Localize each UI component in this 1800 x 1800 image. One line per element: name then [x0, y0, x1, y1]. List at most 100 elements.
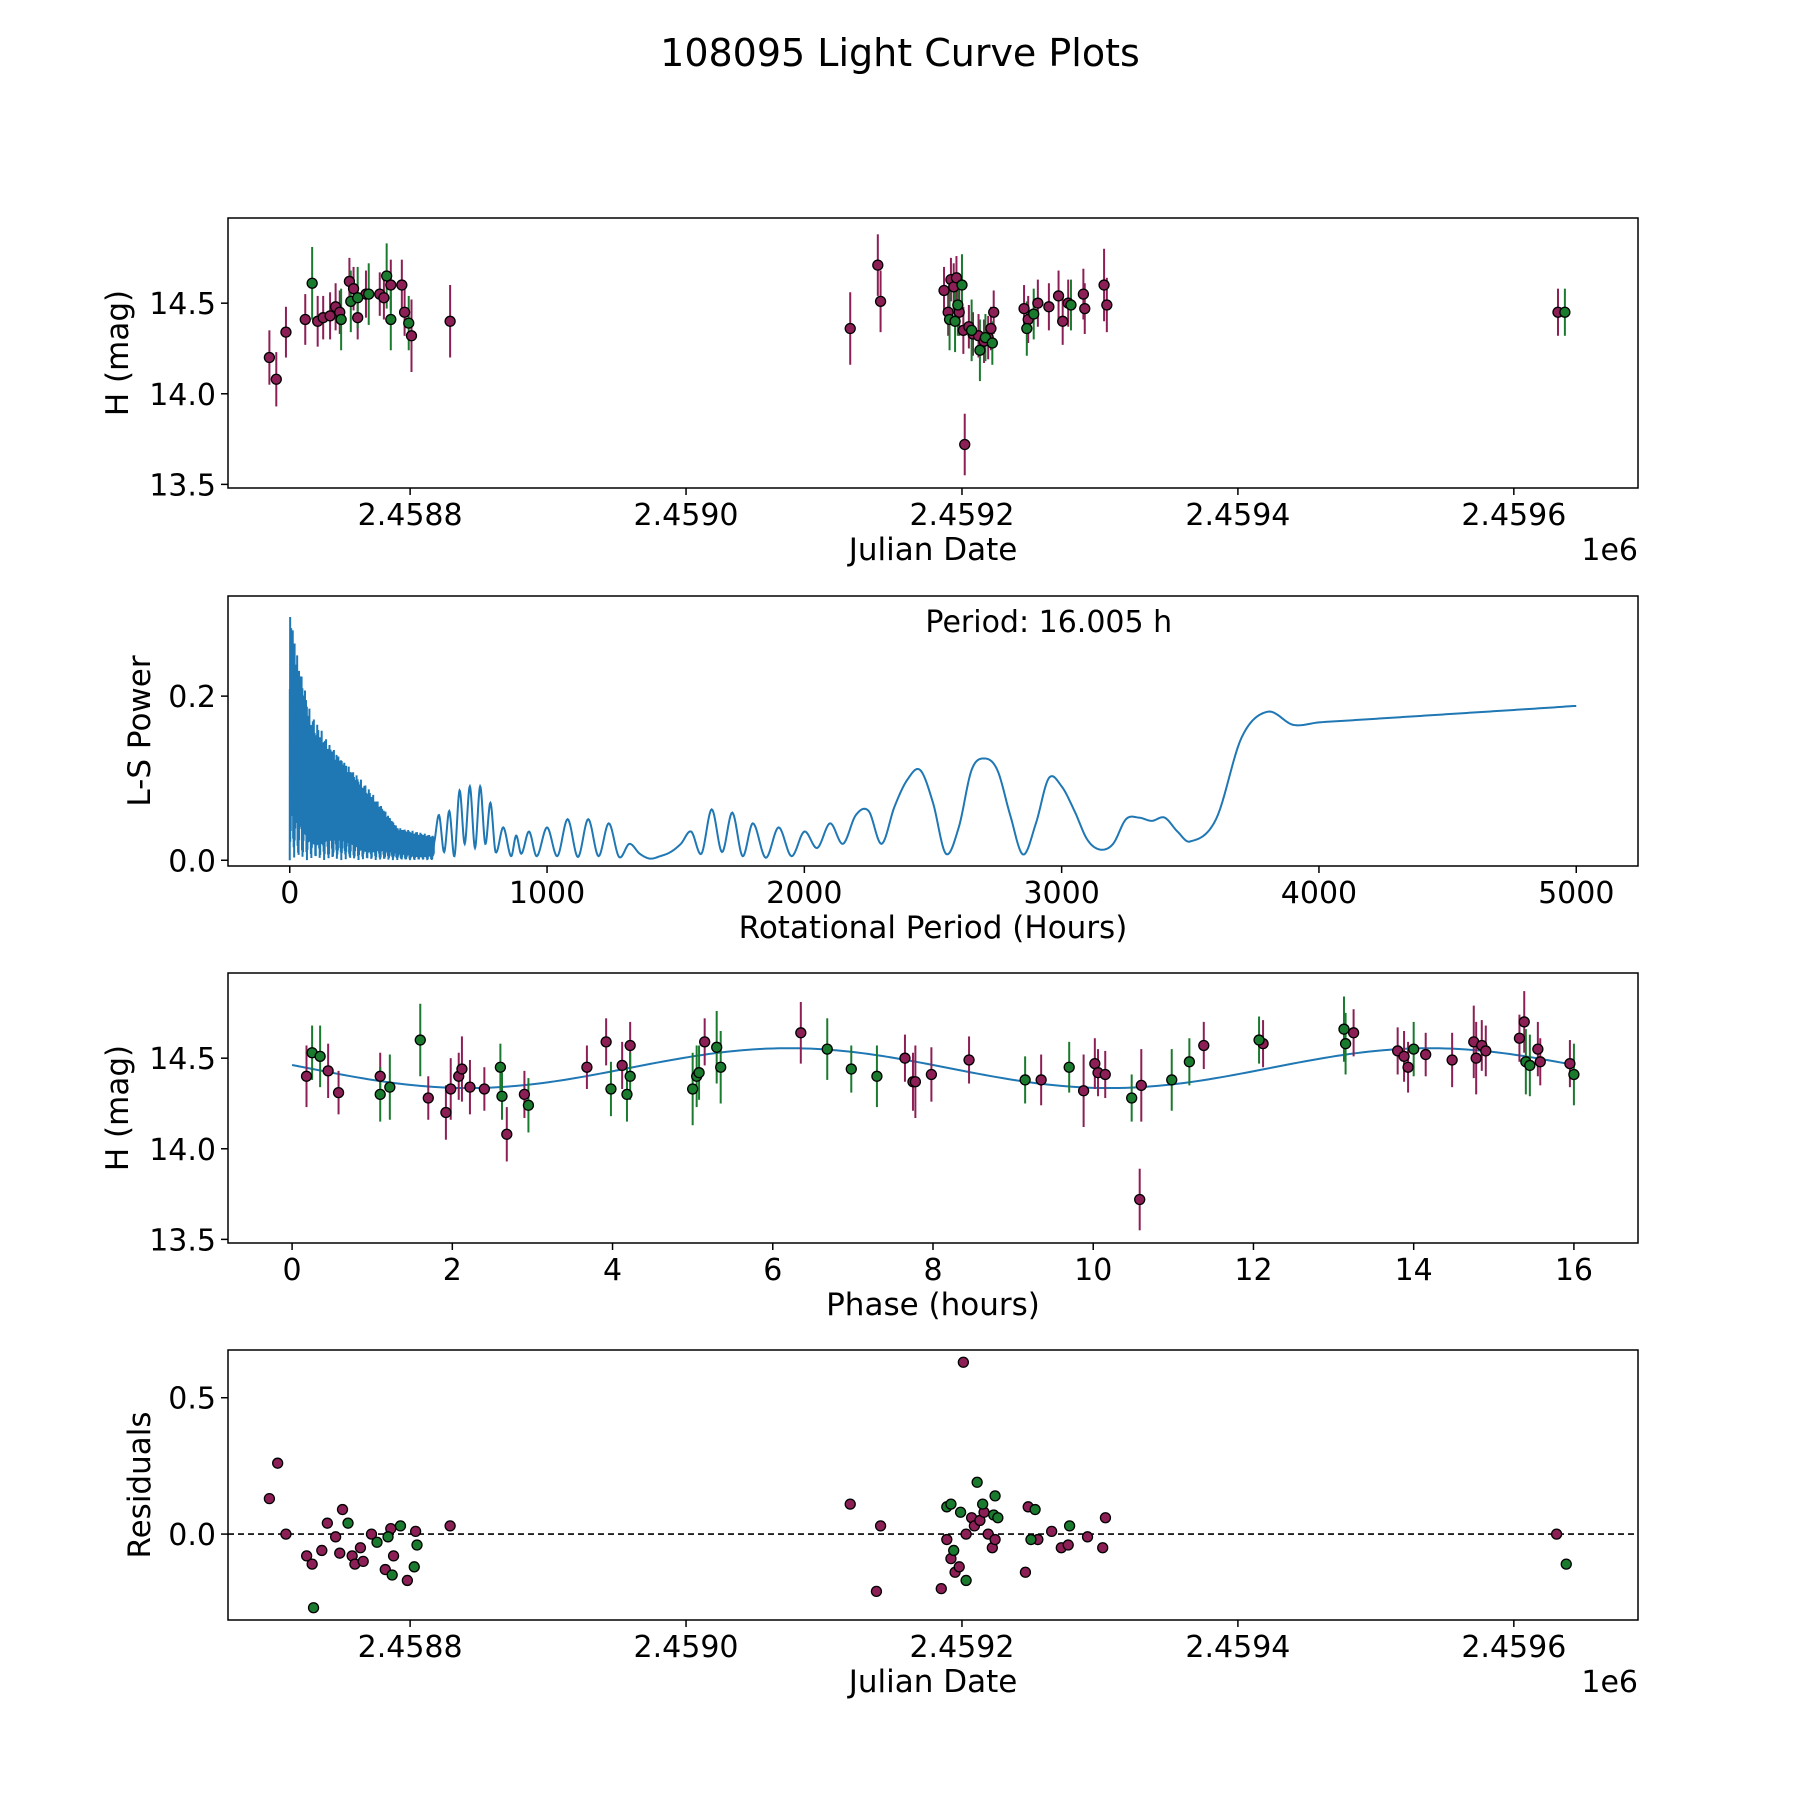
magenta-data-point — [909, 1076, 922, 1088]
magenta-data-point — [280, 1528, 292, 1540]
x-tick-label: 2.4590 — [634, 498, 739, 533]
magenta-data-point — [1099, 1068, 1111, 1081]
x-tick-label: 2.4594 — [1185, 1630, 1290, 1665]
green-data-point — [335, 313, 347, 326]
green-data-point — [977, 1498, 989, 1510]
green-data-point — [342, 1517, 354, 1529]
magenta-data-point — [1032, 297, 1044, 309]
green-data-point — [1560, 1558, 1572, 1570]
magenta-data-point — [300, 1550, 313, 1562]
green-data-point — [1065, 299, 1077, 311]
green-data-point — [1028, 308, 1040, 320]
magenta-data-point — [409, 1525, 422, 1538]
green-data-point — [624, 1070, 636, 1082]
magenta-data-point — [1550, 1528, 1563, 1540]
green-data-point — [621, 1088, 633, 1101]
magenta-data-point — [478, 1083, 491, 1095]
green-data-point — [992, 1512, 1004, 1524]
green-data-point — [374, 1088, 386, 1101]
magenta-data-point — [872, 259, 884, 271]
magenta-data-point — [1077, 1085, 1090, 1097]
magenta-data-point — [1134, 1193, 1146, 1206]
magenta-data-point — [795, 1027, 807, 1039]
phase-folded-panel: 0 2 4 6 8 10 12 14 16 13.5 14.0 14.5 Phase (hours) H … — [100, 972, 1639, 1323]
x-tick-label: 14 — [1395, 1253, 1433, 1288]
magenta-data-point — [600, 1036, 612, 1048]
magenta-data-point — [935, 1582, 947, 1595]
magenta-data-point — [988, 306, 1000, 318]
magenta-data-point — [985, 322, 997, 335]
green-data-point — [496, 1090, 508, 1102]
magenta-data-point — [405, 330, 418, 342]
x-tick-label: 0 — [283, 1253, 302, 1288]
x-axis-label: Julian Date — [847, 532, 1018, 568]
magenta-data-point — [396, 279, 408, 291]
y-tick-label: 0.0 — [168, 1518, 216, 1553]
green-data-point — [960, 1574, 972, 1587]
magenta-data-point — [440, 1106, 452, 1119]
green-data-point — [1524, 1059, 1536, 1072]
magenta-data-point — [1347, 1027, 1360, 1039]
magenta-data-point — [387, 1550, 400, 1562]
x-tick-label: 2 — [443, 1253, 462, 1288]
green-data-point — [1029, 1503, 1041, 1516]
x-axis-offset-label: 1e6 — [1581, 533, 1638, 568]
periodogram-axes-frame — [227, 595, 1639, 867]
green-data-point — [385, 313, 397, 326]
residuals-panel: 2.4588 2.4590 2.4592 2.4594 2.4596 0.0 0.5 Juli… — [122, 1349, 1639, 1700]
magenta-data-point — [322, 1065, 334, 1077]
x-tick-label: 10 — [1074, 1253, 1112, 1288]
magenta-data-point — [959, 438, 971, 451]
magenta-data-point — [624, 1039, 636, 1052]
y-tick-label: 14.5 — [149, 1042, 216, 1077]
green-data-point — [1253, 1034, 1265, 1046]
magenta-data-point — [1402, 1061, 1414, 1073]
green-data-point — [1025, 1533, 1037, 1546]
magenta-data-point — [401, 1574, 414, 1587]
magenta-data-point — [1470, 1052, 1482, 1064]
green-data-point — [371, 1536, 383, 1548]
magenta-data-point — [938, 284, 950, 297]
magenta-data-point — [1101, 299, 1113, 311]
magenta-data-point — [1135, 1079, 1147, 1091]
green-data-point — [1021, 322, 1033, 335]
magenta-data-point — [316, 1544, 328, 1557]
magenta-data-point — [1446, 1054, 1458, 1066]
green-data-point — [494, 1061, 507, 1073]
magenta-data-point — [616, 1059, 628, 1072]
x-tick-label: 2.4588 — [358, 1630, 463, 1665]
magenta-data-point — [324, 310, 336, 322]
panels: 2.4588 2.4590 2.4592 2.4594 2.4596 13.5 14.0 14… — [100, 217, 1639, 1700]
magenta-data-point — [263, 351, 276, 364]
magenta-data-point — [336, 1503, 349, 1516]
magenta-data-point — [699, 1036, 711, 1048]
x-axis-offset-label: 1e6 — [1581, 1665, 1638, 1700]
y-tick-label: 14.5 — [149, 287, 216, 322]
magenta-data-point — [352, 312, 364, 324]
period-annotation: Period: 16.005 h — [925, 605, 1172, 640]
x-tick-label: 16 — [1555, 1253, 1593, 1288]
x-axis-label: Rotational Period (Hours) — [739, 910, 1128, 946]
magenta-data-point — [347, 283, 360, 295]
green-data-point — [1063, 1520, 1076, 1532]
green-data-point — [687, 1083, 699, 1095]
x-axis-label: Phase (hours) — [826, 1287, 1040, 1323]
light-curve-plot-area — [263, 234, 1571, 476]
magenta-data-point — [270, 373, 282, 385]
magenta-data-point — [422, 1092, 434, 1104]
green-data-point — [414, 1034, 426, 1046]
magenta-data-point — [263, 1492, 276, 1505]
magenta-data-point — [272, 1457, 284, 1469]
magenta-data-point — [1045, 1525, 1058, 1538]
magenta-data-point — [1081, 1531, 1094, 1543]
green-data-point — [381, 270, 393, 282]
magenta-data-point — [445, 1083, 457, 1095]
green-data-point — [952, 299, 964, 311]
magenta-data-point — [385, 279, 397, 291]
x-tick-label: 2.4588 — [358, 498, 463, 533]
green-data-point — [522, 1099, 535, 1111]
green-data-point — [1559, 306, 1571, 318]
y-tick-label: 0.0 — [168, 844, 216, 879]
magenta-data-point — [456, 1063, 468, 1075]
